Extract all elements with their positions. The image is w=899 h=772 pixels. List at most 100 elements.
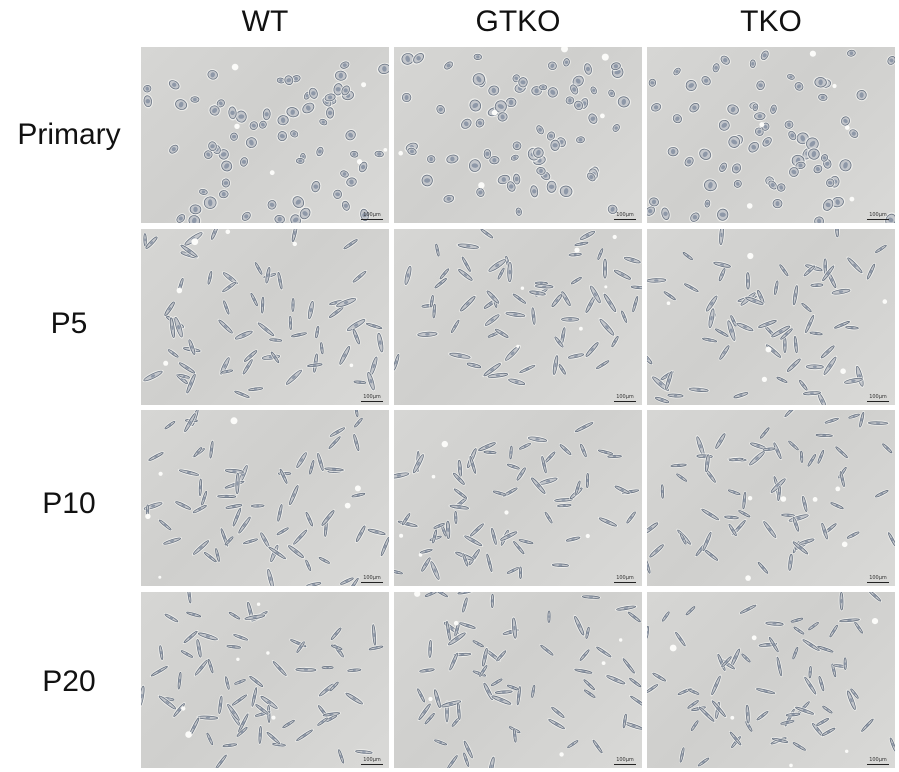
cell (237, 515, 252, 535)
debris-dot (612, 234, 617, 240)
cell (250, 686, 258, 708)
cell (273, 213, 286, 223)
cell (394, 471, 411, 480)
cell (550, 562, 570, 568)
cell (308, 459, 315, 476)
cell (679, 746, 686, 764)
cell (485, 289, 500, 305)
cell (456, 458, 463, 478)
cell (767, 179, 779, 191)
cell (782, 336, 788, 354)
cell (820, 153, 829, 163)
cell (305, 581, 323, 586)
cell (329, 681, 340, 692)
cell (225, 644, 242, 650)
cell (529, 184, 540, 199)
cell (799, 450, 804, 464)
cell (189, 95, 201, 104)
cell-field-image (398, 47, 632, 217)
cell (793, 706, 816, 716)
debris-dot (835, 486, 841, 492)
cell (453, 621, 461, 638)
cell (424, 592, 438, 598)
cell (573, 99, 585, 112)
debris-dot (832, 83, 837, 89)
cell (717, 118, 731, 132)
cell (848, 128, 860, 139)
cell (751, 102, 760, 112)
cell (427, 638, 434, 659)
row-label-p20: P20 (42, 665, 96, 698)
scale-bar: 100μm (867, 212, 889, 220)
cell (651, 672, 667, 683)
cell (610, 335, 620, 348)
cell (507, 377, 527, 386)
cell (753, 111, 767, 122)
micrograph-gtko-p10: 100μm (394, 410, 642, 586)
cell (244, 136, 258, 149)
cell (257, 724, 263, 745)
cell (448, 503, 471, 511)
cell (417, 702, 432, 722)
scale-bar: 100μm (614, 212, 636, 220)
cell-field-image (142, 229, 385, 399)
cell (290, 297, 296, 313)
cell (264, 266, 272, 285)
debris-dot (730, 715, 735, 720)
cell (394, 352, 401, 372)
scale-bar: 100μm (361, 575, 383, 583)
cell (490, 678, 504, 687)
cell (547, 718, 566, 730)
cell (517, 76, 529, 89)
cell (579, 443, 588, 458)
cell (631, 295, 639, 314)
cell (318, 556, 331, 565)
cell (647, 352, 654, 366)
cell (185, 372, 197, 395)
cell (292, 528, 309, 546)
cell (330, 644, 344, 651)
cell (530, 476, 547, 495)
cell (607, 88, 616, 98)
cell (217, 694, 224, 715)
cell (775, 376, 789, 384)
cell (236, 726, 249, 738)
cell (821, 264, 836, 283)
cell (672, 66, 682, 77)
cell (283, 74, 295, 87)
cell (544, 511, 554, 525)
debris-dot (269, 170, 275, 176)
cell (838, 592, 845, 612)
cell (822, 355, 838, 376)
cell (816, 645, 835, 653)
cell (685, 605, 696, 616)
cell (584, 341, 600, 358)
cell (582, 678, 596, 691)
cell (755, 79, 766, 92)
cell (488, 155, 501, 166)
row-label-p5: P5 (50, 307, 88, 340)
cell (573, 421, 595, 433)
debris-dot (751, 635, 757, 641)
debris-dot (145, 513, 151, 519)
debris-dot (191, 238, 199, 246)
cell (232, 633, 250, 642)
cell (506, 566, 520, 575)
debris-dot (185, 731, 192, 738)
cell (687, 386, 710, 393)
cell (276, 270, 284, 291)
debris-dot (414, 592, 421, 597)
cell (284, 368, 303, 386)
cell (770, 324, 792, 339)
cell (376, 331, 385, 354)
cell (649, 102, 663, 113)
cell (493, 689, 514, 695)
cell (142, 94, 154, 109)
cell (461, 255, 472, 273)
cell (271, 660, 288, 677)
cell (355, 524, 367, 544)
cell (801, 638, 821, 652)
cell (239, 156, 249, 168)
cell (423, 712, 436, 726)
cell (487, 755, 496, 768)
